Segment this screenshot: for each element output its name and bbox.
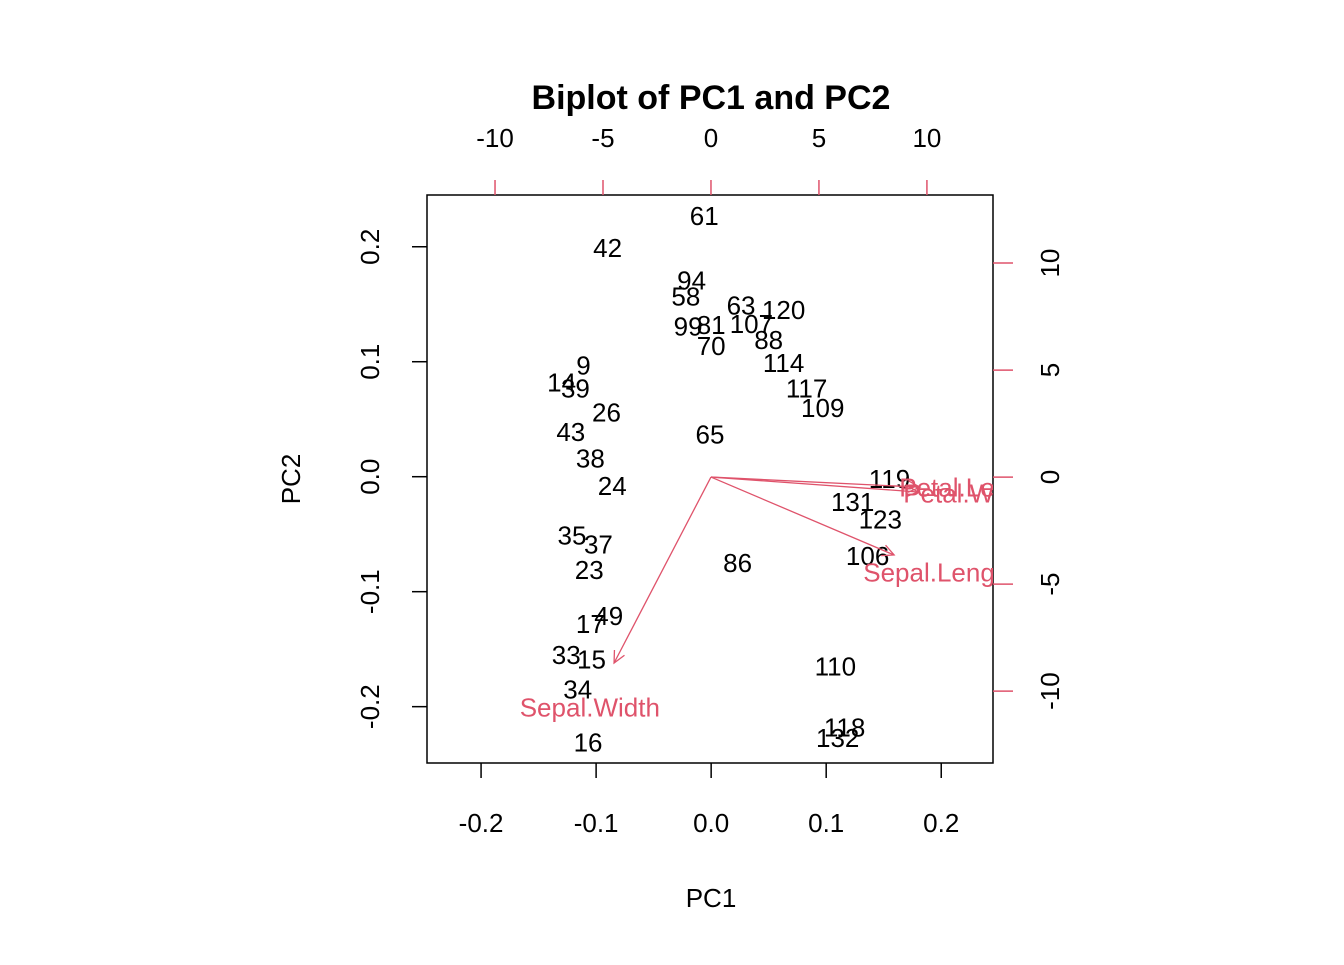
point-label: 86 bbox=[723, 548, 752, 578]
x2-tick-label: 5 bbox=[812, 123, 826, 153]
point-label: 49 bbox=[594, 601, 623, 631]
x-tick-label: -0.1 bbox=[574, 808, 619, 838]
y-tick-label: -0.1 bbox=[355, 569, 385, 614]
x-tick-label: 0.1 bbox=[808, 808, 844, 838]
point-label: 94 bbox=[677, 265, 706, 295]
chart-title: Biplot of PC1 and PC2 bbox=[532, 79, 891, 117]
x-tick-label: -0.2 bbox=[459, 808, 504, 838]
x2-tick-label: 10 bbox=[912, 123, 941, 153]
point-label: 23 bbox=[575, 555, 604, 585]
point-label: 120 bbox=[762, 295, 805, 325]
y-tick-label: -0.2 bbox=[355, 684, 385, 729]
point-label: 132 bbox=[816, 723, 859, 753]
point-label: 14 bbox=[547, 368, 576, 398]
y-tick-label: 0.1 bbox=[355, 344, 385, 380]
y2-tick-label: 0 bbox=[1035, 470, 1065, 484]
y2-tick-label: 5 bbox=[1035, 363, 1065, 377]
point-label: 17 bbox=[576, 609, 605, 639]
point-label: 106 bbox=[846, 541, 889, 571]
point-label: 70 bbox=[697, 331, 726, 361]
arrow-head bbox=[905, 484, 920, 498]
point-label: 99 bbox=[674, 311, 703, 341]
point-label: 24 bbox=[598, 471, 627, 501]
point-label: 117 bbox=[786, 373, 827, 403]
loading-arrow bbox=[710, 476, 895, 556]
point-label: 88 bbox=[754, 325, 783, 355]
arrow-head bbox=[613, 649, 625, 665]
loading-label: Sepal.Length bbox=[863, 557, 1016, 587]
point-label: 34 bbox=[563, 675, 592, 705]
y2-tick-label: -10 bbox=[1035, 672, 1065, 710]
loading-arrow bbox=[710, 476, 918, 493]
point-label: 16 bbox=[574, 727, 603, 757]
point-label: 114 bbox=[763, 348, 804, 378]
point-label: 107 bbox=[730, 309, 773, 339]
point-label: 37 bbox=[584, 530, 613, 560]
point-label: 58 bbox=[671, 281, 700, 311]
x2-tick-label: 0 bbox=[704, 123, 718, 153]
point-label: 9 bbox=[576, 350, 590, 380]
y2-tick-label: 10 bbox=[1035, 249, 1065, 278]
point-label: 43 bbox=[556, 417, 585, 447]
loading-label: Petal.Width bbox=[903, 479, 1036, 509]
loading-label: Sepal.Width bbox=[520, 692, 660, 722]
point-label: 26 bbox=[592, 397, 621, 427]
point-label: 35 bbox=[557, 521, 586, 551]
point-label: 15 bbox=[577, 645, 606, 675]
point-label: 109 bbox=[801, 393, 844, 423]
x-tick-label: 0.2 bbox=[923, 808, 959, 838]
point-label: 81 bbox=[697, 310, 726, 340]
point-label: 39 bbox=[561, 373, 590, 403]
loading-label: Petal.Length bbox=[899, 473, 1045, 503]
arrow-head bbox=[907, 480, 922, 493]
point-label: 131 bbox=[831, 487, 874, 517]
point-label: 123 bbox=[859, 504, 902, 534]
y-axis-label: PC2 bbox=[276, 454, 306, 505]
y2-tick-label: -5 bbox=[1035, 573, 1065, 596]
x-axis-label: PC1 bbox=[686, 883, 737, 913]
loading-arrow bbox=[710, 476, 921, 488]
point-label: 118 bbox=[824, 713, 865, 743]
x2-tick-label: -5 bbox=[591, 123, 614, 153]
x-tick-label: 0.0 bbox=[693, 808, 729, 838]
point-label: 38 bbox=[576, 443, 605, 473]
y-tick-label: 0.0 bbox=[355, 459, 385, 495]
point-label: 65 bbox=[696, 419, 725, 449]
arrow-head bbox=[881, 544, 896, 557]
point-label: 42 bbox=[593, 233, 622, 263]
point-label: 110 bbox=[815, 652, 856, 682]
point-label: 33 bbox=[552, 640, 581, 670]
loading-arrow bbox=[613, 476, 712, 664]
plot-box bbox=[426, 194, 994, 764]
point-label: 61 bbox=[690, 201, 719, 231]
x2-tick-label: -10 bbox=[476, 123, 514, 153]
point-label: 63 bbox=[727, 291, 756, 321]
y-tick-label: 0.2 bbox=[355, 229, 385, 265]
